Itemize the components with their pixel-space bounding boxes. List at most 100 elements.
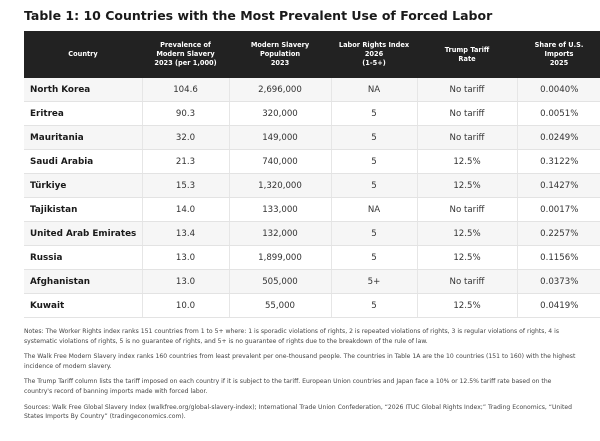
note-paragraph: The Trump Tariff column lists the tariff… — [24, 378, 552, 395]
tariff-cell: 12.5% — [417, 293, 518, 318]
table-body: North Korea 104.6 2,696,000 NA No tariff 0.00… — [24, 78, 600, 318]
country-cell: North Korea — [24, 78, 143, 102]
population-cell: 1,320,000 — [229, 173, 332, 198]
population-cell: 149,000 — [229, 125, 332, 150]
tariff-cell: No tariff — [417, 269, 518, 294]
labor-index-cell: NA — [331, 78, 418, 102]
header-line: Labor Rights Index — [338, 41, 410, 49]
share-cell: 0.2257% — [517, 221, 600, 246]
header-line: 2023 (per 1,000) — [154, 59, 217, 67]
share-cell: 0.0051% — [517, 101, 600, 126]
notes-section: Notes: The Worker Rights index ranks 151… — [24, 327, 580, 422]
prevalence-cell: 13.4 — [142, 221, 230, 246]
table-row: Kuwait 10.0 55,000 5 12.5% 0.0419% — [24, 293, 600, 318]
share-cell: 0.0419% — [517, 293, 600, 318]
tariff-cell: 12.5% — [417, 149, 518, 174]
labor-index-cell: 5 — [331, 173, 418, 198]
table-row: Mauritania 32.0 149,000 5 No tariff 0.0249% — [24, 125, 600, 150]
header-line: Modern Slavery — [156, 50, 215, 58]
prevalence-cell: 21.3 — [142, 149, 230, 174]
col-prevalence-header: Prevalence of Modern Slavery 2023 (per 1,0… — [142, 31, 229, 78]
note-paragraph: Notes: The Worker Rights index ranks 151… — [24, 328, 559, 345]
share-cell: 0.0373% — [517, 269, 600, 294]
tariff-cell: No tariff — [417, 197, 518, 222]
prevalence-cell: 104.6 — [142, 78, 230, 102]
share-cell: 0.0040% — [517, 78, 600, 102]
header-line: 2025 — [549, 59, 569, 67]
country-cell: United Arab Emirates — [24, 221, 143, 246]
header-line: 2023 — [270, 59, 290, 67]
prevalence-cell: 13.0 — [142, 245, 230, 270]
table-title: Table 1: 10 Countries with the Most Prev… — [24, 8, 493, 23]
col-country-header: Country — [24, 31, 142, 78]
header-line: Prevalence of — [160, 41, 211, 49]
table-row: Russia 13.0 1,899,000 5 12.5% 0.1156% — [24, 245, 600, 270]
prevalence-cell: 10.0 — [142, 293, 230, 318]
population-cell: 133,000 — [229, 197, 332, 222]
tariff-cell: No tariff — [417, 78, 518, 102]
country-cell: Türkiye — [24, 173, 143, 198]
table-row: Saudi Arabia 21.3 740,000 5 12.5% 0.3122% — [24, 149, 600, 174]
col-tariff-header: Trump Tariff Rate — [417, 31, 517, 78]
tariff-cell: No tariff — [417, 125, 518, 150]
population-cell: 505,000 — [229, 269, 332, 294]
col-population-header: Modern Slavery Population 2023 — [229, 31, 331, 78]
labor-index-cell: 5 — [331, 101, 418, 126]
share-cell: 0.1427% — [517, 173, 600, 198]
table-row: United Arab Emirates 13.4 132,000 5 12.5% 0.2… — [24, 221, 600, 246]
country-cell: Kuwait — [24, 293, 143, 318]
header-line: Modern Slavery — [250, 41, 310, 49]
tariff-cell: 12.5% — [417, 173, 518, 198]
prevalence-cell: 14.0 — [142, 197, 230, 222]
country-cell: Afghanistan — [24, 269, 143, 294]
population-cell: 1,899,000 — [229, 245, 332, 270]
share-cell: 0.0017% — [517, 197, 600, 222]
header-line: Rate — [458, 54, 476, 63]
table-row: North Korea 104.6 2,696,000 NA No tariff 0.00… — [24, 78, 600, 102]
population-cell: 55,000 — [229, 293, 332, 318]
table-row: Afghanistan 13.0 505,000 5+ No tariff 0.0373% — [24, 269, 600, 294]
labor-index-cell: 5 — [331, 125, 418, 150]
prevalence-cell: 32.0 — [142, 125, 230, 150]
header-line: Share of U.S. — [534, 41, 584, 49]
header-line: 2026 — [364, 50, 384, 58]
labor-index-cell: NA — [331, 197, 418, 222]
note-paragraph: Sources: Walk Free Global Slavery Index … — [24, 403, 572, 421]
header-row: Country Prevalence of Modern Slavery 2023 (… — [24, 31, 600, 78]
share-cell: 0.3122% — [517, 149, 600, 174]
share-cell: 0.1156% — [517, 245, 600, 270]
country-cell: Tajikistan — [24, 197, 143, 222]
labor-index-cell: 5 — [331, 221, 418, 246]
country-cell: Saudi Arabia — [24, 149, 143, 174]
labor-index-cell: 5 — [331, 149, 418, 174]
table-row: Tajikistan 14.0 133,000 NA No tariff 0.0017% — [24, 197, 600, 222]
table-header: Country Prevalence of Modern Slavery 2023 (… — [24, 31, 600, 78]
table-row: Eritrea 90.3 320,000 5 No tariff 0.0051% — [24, 101, 600, 126]
header-line: Country — [68, 50, 98, 58]
table-row: Türkiye 15.3 1,320,000 5 12.5% 0.1427% — [24, 173, 600, 198]
tariff-cell: 12.5% — [417, 221, 518, 246]
prevalence-cell: 15.3 — [142, 173, 230, 198]
prevalence-cell: 90.3 — [142, 101, 230, 126]
note-paragraph: The Walk Free Modern Slavery index ranks… — [24, 353, 576, 370]
header-line: (1-5+) — [362, 59, 386, 67]
header-line: Imports — [544, 50, 574, 58]
header-line: Trump Tariff — [444, 45, 490, 54]
col-labor-index-header: Labor Rights Index 2026 (1-5+) — [331, 31, 417, 78]
tariff-cell: No tariff — [417, 101, 518, 126]
header-line: Population — [259, 50, 301, 58]
labor-index-cell: 5 — [331, 245, 418, 270]
population-cell: 2,696,000 — [229, 78, 332, 102]
col-share-header: Share of U.S. Imports 2025 — [517, 31, 600, 78]
labor-index-cell: 5 — [331, 293, 418, 318]
forced-labor-table: Country Prevalence of Modern Slavery 2023 (… — [24, 31, 600, 318]
share-cell: 0.0249% — [517, 125, 600, 150]
labor-index-cell: 5+ — [331, 269, 418, 294]
country-cell: Mauritania — [24, 125, 143, 150]
population-cell: 320,000 — [229, 101, 332, 126]
population-cell: 132,000 — [229, 221, 332, 246]
prevalence-cell: 13.0 — [142, 269, 230, 294]
tariff-cell: 12.5% — [417, 245, 518, 270]
country-cell: Eritrea — [24, 101, 143, 126]
